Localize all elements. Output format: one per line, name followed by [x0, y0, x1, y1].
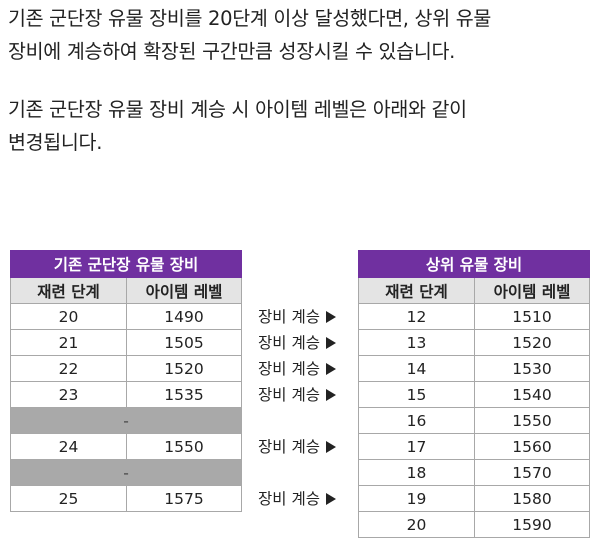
upper-relic-table: 상위 유물 장비 재련 단계 아이템 레벨 12 1510 13 1520 14 1530… — [357, 250, 591, 538]
stage-column-header: 재련 단계 — [10, 277, 127, 304]
table-row: - — [10, 407, 242, 434]
stage-cell: 12 — [358, 303, 475, 330]
table-row: 14 1530 — [358, 355, 591, 382]
item-level-column-header: 아이템 레벨 — [126, 277, 242, 304]
right-triangle-icon — [325, 310, 336, 323]
stage-cell: 25 — [10, 485, 127, 512]
table-row: 13 1520 — [358, 329, 591, 356]
item-level-cell: 1530 — [473, 355, 591, 382]
stage-cell: 14 — [358, 355, 475, 382]
right-triangle-icon — [325, 362, 336, 375]
legion-relic-table: 기존 군단장 유물 장비 재련 단계 아이템 레벨 20 1490 21 1505 22… — [10, 250, 242, 512]
table-row: 18 1570 — [358, 459, 591, 486]
stage-cell: 18 — [358, 459, 475, 486]
inherit-arrow-label: 장비 계승 — [258, 330, 336, 356]
table-row: 16 1550 — [358, 407, 591, 434]
inherit-arrow-label: 장비 계승 — [258, 304, 336, 330]
table-row: 17 1560 — [358, 433, 591, 460]
gap-cell: - — [10, 407, 242, 434]
level-change-paragraph: 기존 군단장 유물 장비 계승 시 아이템 레벨은 아래와 같이 변경됩니다. — [8, 93, 467, 159]
item-level-cell: 1535 — [126, 381, 242, 408]
item-level-cell: 1570 — [473, 459, 591, 486]
right-triangle-icon — [325, 336, 336, 349]
inherit-label-text: 장비 계승 — [258, 437, 320, 456]
level-change-line-2: 변경됩니다. — [8, 131, 103, 154]
item-level-column-header: 아이템 레벨 — [473, 277, 591, 304]
table-row: 23 1535 — [10, 381, 242, 408]
table-row: 25 1575 — [10, 485, 242, 512]
inherit-label-text: 장비 계승 — [258, 489, 320, 508]
table-row: - — [10, 459, 242, 486]
inherit-arrow-label: 장비 계승 — [258, 382, 336, 408]
stage-cell: 15 — [358, 381, 475, 408]
table-row: 15 1540 — [358, 381, 591, 408]
intro-line-1: 기존 군단장 유물 장비를 20단계 이상 달성했다면, 상위 유물 — [8, 7, 492, 30]
inherit-label-text: 장비 계승 — [258, 359, 320, 378]
legion-relic-table-title: 기존 군단장 유물 장비 — [10, 250, 242, 278]
table-row: 20 1590 — [358, 511, 591, 538]
item-level-cell: 1575 — [126, 485, 242, 512]
table-row: 21 1505 — [10, 329, 242, 356]
item-level-cell: 1560 — [473, 433, 591, 460]
stage-cell: 17 — [358, 433, 475, 460]
table-row: 20 1490 — [10, 303, 242, 330]
inherit-arrow-label: 장비 계승 — [258, 486, 336, 512]
stage-cell: 20 — [358, 511, 475, 538]
right-triangle-icon — [325, 492, 336, 505]
inherit-label-text: 장비 계승 — [258, 385, 320, 404]
stage-cell: 13 — [358, 329, 475, 356]
gap-cell: - — [10, 459, 242, 486]
stage-cell: 20 — [10, 303, 127, 330]
intro-line-2: 장비에 계승하여 확장된 구간만큼 성장시킬 수 있습니다. — [8, 40, 456, 63]
stage-cell: 22 — [10, 355, 127, 382]
intro-paragraph: 기존 군단장 유물 장비를 20단계 이상 달성했다면, 상위 유물 장비에 계… — [8, 2, 491, 68]
upper-relic-table-title: 상위 유물 장비 — [357, 250, 591, 278]
table-row: 12 1510 — [358, 303, 591, 330]
inherit-label-text: 장비 계승 — [258, 333, 320, 352]
table-row: 19 1580 — [358, 485, 591, 512]
table-row: 22 1520 — [10, 355, 242, 382]
item-level-cell: 1540 — [473, 381, 591, 408]
stage-cell: 19 — [358, 485, 475, 512]
inherit-label-text: 장비 계승 — [258, 307, 320, 326]
item-level-cell: 1550 — [126, 433, 242, 460]
stage-cell: 23 — [10, 381, 127, 408]
stage-cell: 24 — [10, 433, 127, 460]
inherit-arrow-label: 장비 계승 — [258, 434, 336, 460]
item-level-cell: 1550 — [473, 407, 591, 434]
item-level-cell: 1510 — [473, 303, 591, 330]
item-level-cell: 1590 — [473, 511, 591, 538]
level-change-line-1: 기존 군단장 유물 장비 계승 시 아이템 레벨은 아래와 같이 — [8, 98, 467, 121]
item-level-cell: 1520 — [473, 329, 591, 356]
inherit-arrow-label: 장비 계승 — [258, 356, 336, 382]
item-level-cell: 1505 — [126, 329, 242, 356]
stage-cell: 16 — [358, 407, 475, 434]
table-row: 24 1550 — [10, 433, 242, 460]
stage-column-header: 재련 단계 — [358, 277, 475, 304]
right-triangle-icon — [325, 440, 336, 453]
item-level-cell: 1490 — [126, 303, 242, 330]
item-level-cell: 1520 — [126, 355, 242, 382]
right-triangle-icon — [325, 388, 336, 401]
item-level-cell: 1580 — [473, 485, 591, 512]
stage-cell: 21 — [10, 329, 127, 356]
